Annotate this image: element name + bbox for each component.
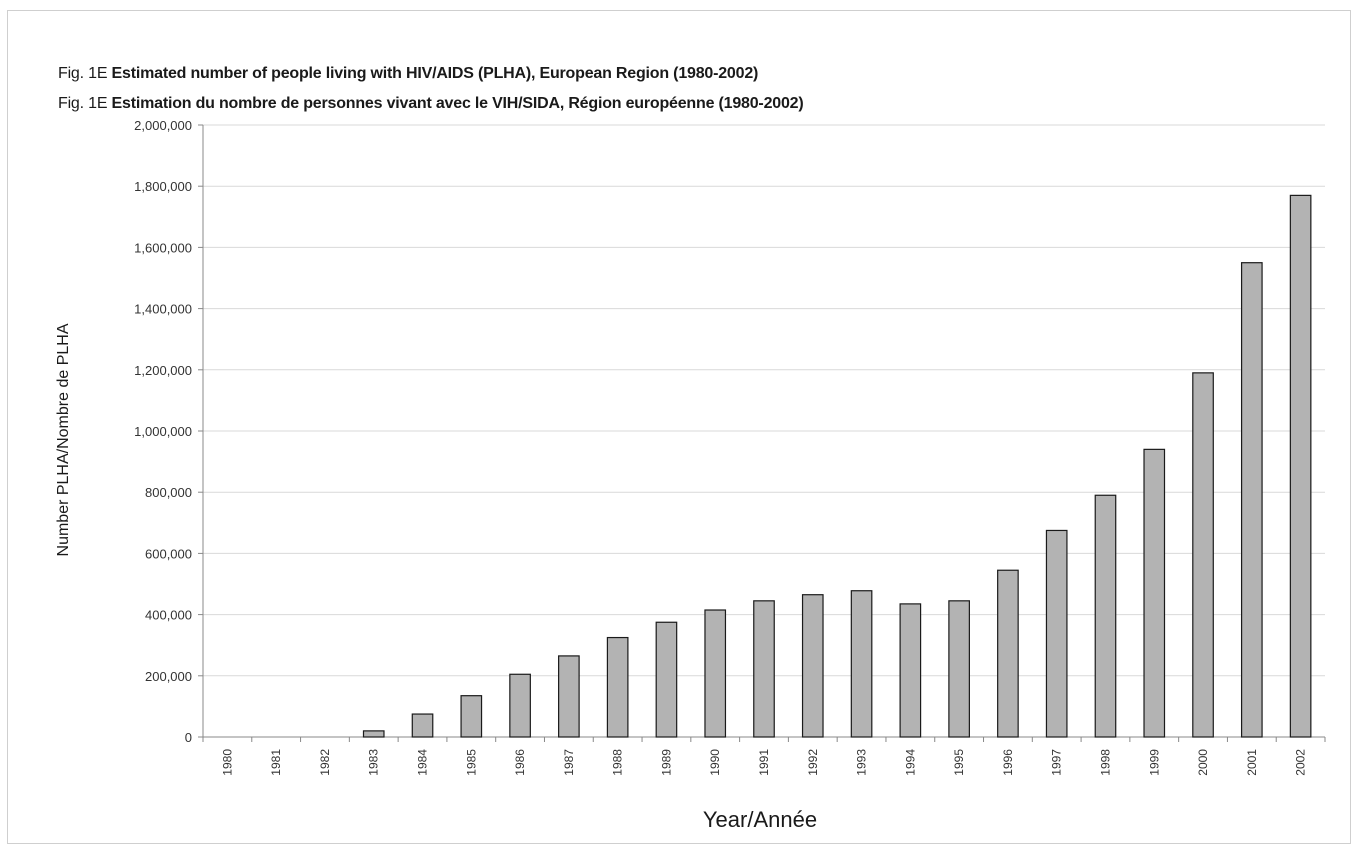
- x-tick-label: 1993: [855, 749, 869, 776]
- x-tick-label: 1983: [367, 749, 381, 776]
- bar-1999: [1143, 448, 1166, 738]
- figure-title-en: Fig. 1E Estimated number of people livin…: [58, 65, 758, 83]
- bar-1992: [801, 594, 824, 738]
- x-tick-label: 1991: [757, 749, 771, 776]
- x-tick-label: 1998: [1098, 749, 1112, 776]
- bars: [362, 194, 1312, 738]
- x-tick-label: 2002: [1294, 749, 1308, 776]
- x-tick-label: 1989: [659, 749, 673, 776]
- x-tick-label: 1994: [903, 749, 917, 776]
- x-tick-label: 1990: [708, 749, 722, 776]
- x-tick-label: 1996: [1001, 749, 1015, 776]
- y-tick-label: 600,000: [145, 546, 192, 561]
- bar-1997: [1045, 529, 1068, 738]
- x-tick-label: 1988: [611, 749, 625, 776]
- bar-2002: [1289, 194, 1312, 738]
- figure-frame: [7, 10, 1351, 844]
- bar-1998: [1094, 494, 1117, 738]
- bar-1995: [948, 600, 970, 738]
- bar-1989: [655, 621, 678, 738]
- x-tick-label: 1987: [562, 749, 576, 776]
- y-tick-label: 0: [185, 730, 192, 745]
- bar-1990: [704, 609, 727, 738]
- x-tick-label: 1982: [318, 749, 332, 776]
- x-tick-label: 1992: [806, 749, 820, 776]
- x-tick-label: 2000: [1196, 749, 1210, 776]
- bar-1994: [899, 603, 922, 738]
- x-tick-label: 1997: [1050, 749, 1064, 776]
- y-tick-labels: 0 200,000 400,000 600,000 800,000 1,000,000 1,…: [134, 118, 192, 745]
- y-tick-label: 1,600,000: [134, 240, 192, 255]
- bar-1985: [460, 695, 483, 738]
- figure-label-fr: Fig. 1E: [58, 95, 108, 112]
- bar-1987: [558, 655, 580, 738]
- x-tick-label: 2001: [1245, 749, 1259, 776]
- x-tick-label: 1986: [513, 749, 527, 776]
- figure-label-en: Fig. 1E: [58, 65, 108, 82]
- y-tick-label: 200,000: [145, 669, 192, 684]
- x-tick-label: 1984: [416, 749, 430, 776]
- y-axis-title: Number PLHA/Nombre de PLHA: [55, 323, 72, 556]
- bar-1993: [850, 590, 873, 738]
- y-tick-label: 800,000: [145, 485, 192, 500]
- y-tick-label: 1,200,000: [134, 363, 192, 378]
- bar-1988: [606, 636, 629, 738]
- x-tick-label: 1981: [269, 749, 283, 776]
- y-tick-label: 2,000,000: [134, 118, 192, 133]
- x-tick-label: 1995: [952, 749, 966, 776]
- y-tick-label: 400,000: [145, 608, 192, 623]
- x-tick-label: 1985: [464, 749, 478, 776]
- y-tick-label: 1,400,000: [134, 302, 192, 317]
- figure-title-fr: Fig. 1E Estimation du nombre de personne…: [58, 95, 804, 113]
- bar-2001: [1240, 262, 1263, 738]
- bar-1983: [362, 730, 385, 738]
- bar-1984: [411, 713, 434, 738]
- x-axis-title: Year/Année: [703, 807, 817, 832]
- x-tick-labels: 1980 1981 1982 1983 1984 1985 1986 1987 1988 1989…: [220, 749, 1307, 776]
- x-tick-label: 1999: [1147, 749, 1161, 776]
- bar-1991: [753, 600, 775, 738]
- title-text-en: Estimated number of people living with H…: [111, 65, 759, 82]
- y-tick-label: 1,000,000: [134, 424, 192, 439]
- bar-2000: [1192, 372, 1214, 738]
- bar-1986: [509, 673, 531, 738]
- y-tick-label: 1,800,000: [134, 179, 192, 194]
- bar-1996: [997, 569, 1019, 738]
- x-tick-label: 1980: [220, 749, 234, 776]
- title-text-fr: Estimation du nombre de personnes vivant…: [111, 95, 804, 112]
